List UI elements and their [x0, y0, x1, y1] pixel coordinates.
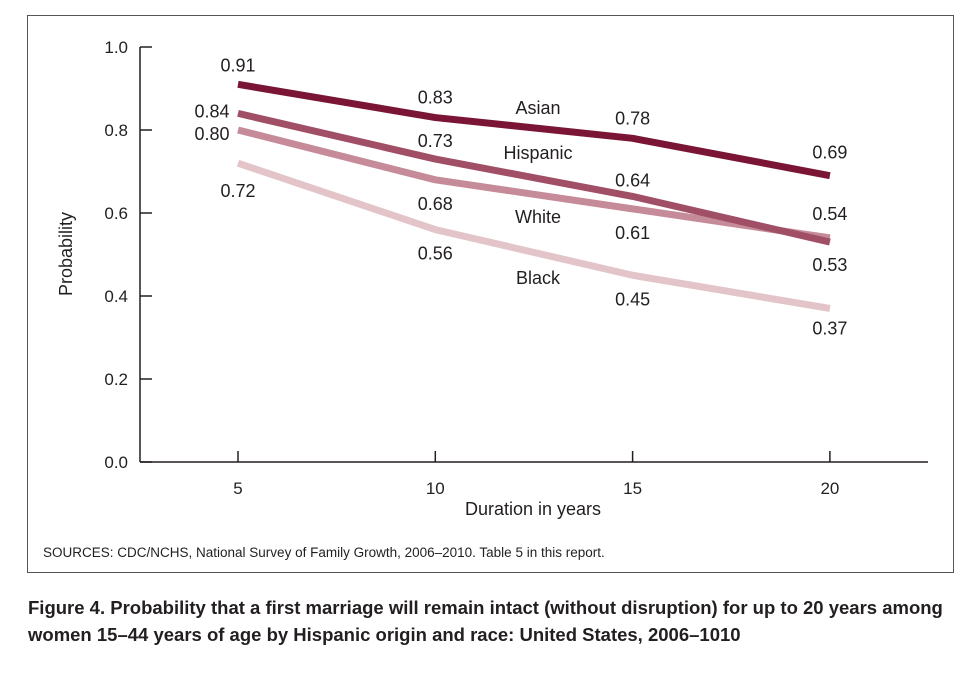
data-label-white: 0.61: [615, 223, 650, 243]
series-line-asian: [237, 80, 831, 180]
data-label-hispanic: 0.64: [615, 170, 650, 190]
x-axis-title: Duration in years: [465, 499, 601, 519]
series-label-black: Black: [516, 268, 561, 288]
y-tick-label: 0.6: [104, 204, 128, 223]
series-line-white: [237, 126, 831, 242]
data-label-asian: 0.69: [812, 143, 847, 163]
data-label-hispanic: 0.84: [194, 101, 229, 121]
data-label-white: 0.80: [194, 124, 229, 144]
axes: 0.0 0.2 0.4 0.6 0.8 1.0 5 10 15 20: [104, 38, 928, 498]
data-label-black: 0.56: [418, 244, 453, 264]
source-note: SOURCES: CDC/NCHS, National Survey of Fa…: [43, 545, 605, 560]
data-label-black: 0.45: [615, 289, 650, 309]
y-tick-label: 0.2: [104, 370, 128, 389]
x-tick-label: 20: [820, 479, 839, 498]
y-tick-label: 0.0: [104, 453, 128, 472]
y-tick-label: 0.8: [104, 121, 128, 140]
data-label-white: 0.68: [418, 194, 453, 214]
data-label-hispanic: 0.73: [418, 131, 453, 151]
line-chart: 0.00.20.40.60.81.05 10 15 20 0.910.830.780.…: [56, 38, 928, 519]
x-tick-label: 10: [426, 479, 445, 498]
chart-frame: [27, 15, 954, 573]
y-axis-title: Probability: [56, 212, 76, 296]
data-label-white: 0.54: [812, 204, 847, 224]
data-label-asian: 0.83: [418, 88, 453, 108]
series-label-white: White: [515, 207, 561, 227]
x-tick-label: 5: [233, 479, 242, 498]
data-label-black: 0.72: [220, 181, 255, 201]
figure-caption: Figure 4. Probability that a first marri…: [28, 597, 943, 645]
series-label-asian: Asian: [515, 98, 560, 118]
data-labels: 0.91 0.83 0.78 0.69 0.84 0.73 0.64 0.53 0.80 0.68…: [194, 55, 847, 338]
data-label-black: 0.37: [812, 318, 847, 338]
series-lines: [236, 80, 831, 312]
series-line-black: [236, 159, 831, 312]
series-line-hispanic: [237, 109, 831, 246]
series-label-hispanic: Hispanic: [503, 143, 572, 163]
x-tick-label: 15: [623, 479, 642, 498]
series-labels: Asian Hispanic White Black: [503, 98, 572, 288]
y-tick-label: 1.0: [104, 38, 128, 57]
data-label-asian: 0.78: [615, 108, 650, 128]
y-tick-label: 0.4: [104, 287, 128, 306]
data-label-hispanic: 0.53: [812, 255, 847, 275]
data-label-asian: 0.91: [220, 55, 255, 75]
